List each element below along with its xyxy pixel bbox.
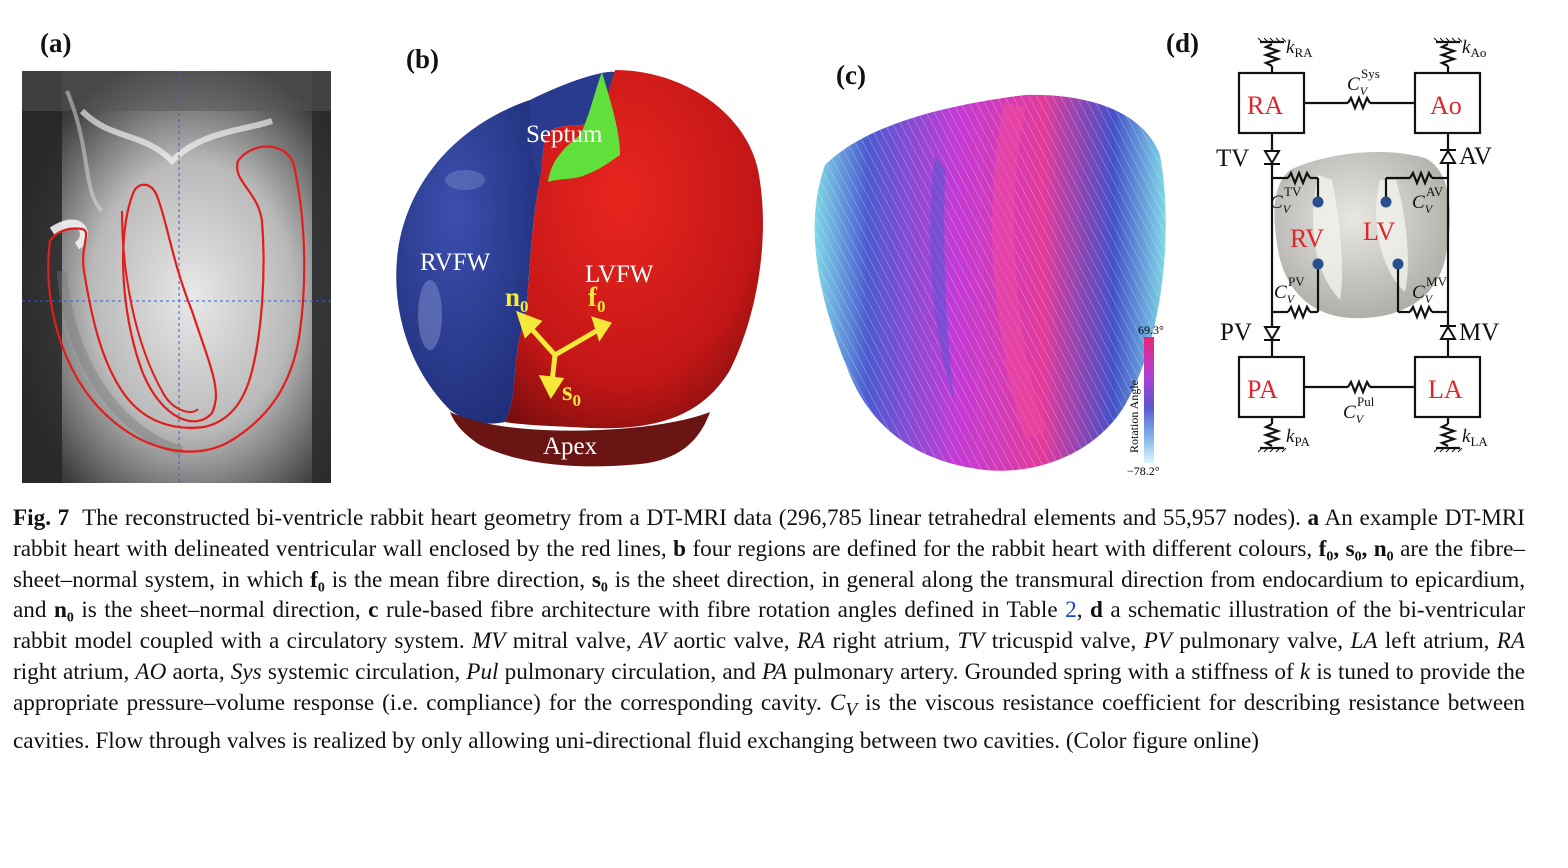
lv-top-node	[1380, 196, 1392, 208]
cv-av-label: CVAV	[1412, 184, 1444, 216]
colorbar-max-label: 69.3°	[1138, 323, 1164, 337]
fibre-architecture-panel: 69.3° −78.2° Rotation Angle	[795, 75, 1195, 485]
lv-label: LV	[1363, 217, 1395, 246]
tv-label: TV	[1216, 145, 1249, 172]
rvfw-label: RVFW	[420, 249, 491, 276]
colorbar-title: Rotation Angle	[1127, 380, 1141, 453]
septum-contour	[121, 210, 199, 413]
k-la-label: kLA	[1462, 426, 1488, 449]
cv-mv-label: CVMV	[1412, 274, 1448, 306]
lvfw-label: LVFW	[585, 261, 654, 288]
septum-region	[548, 72, 620, 182]
ventricle-inner-contour	[121, 183, 218, 423]
ra-label: RA	[1247, 91, 1283, 120]
k-ra-label: kRA	[1286, 37, 1313, 60]
tv-valve	[1263, 150, 1281, 165]
mv-valve	[1439, 325, 1457, 340]
rvfw-region	[396, 100, 542, 424]
k-pa-label: kPA	[1286, 426, 1310, 449]
colorbar-min-label: −78.2°	[1127, 464, 1160, 478]
cv-pv-label: CVPV	[1274, 274, 1305, 306]
cv-tv-label: CVTV	[1270, 184, 1302, 216]
rv-bottom-node	[1312, 258, 1324, 270]
panel-label-b: (b)	[406, 44, 439, 74]
panel-label-a: (a)	[40, 28, 72, 58]
s0-label: s0	[562, 376, 581, 410]
rv-top-node	[1312, 196, 1324, 208]
cv-pul-label: CVPul	[1343, 394, 1375, 426]
mri-image	[22, 71, 331, 483]
circulatory-schematic: RA Ao PA LA RV LV TV AV PV MV kRA kAo kP…	[1216, 37, 1499, 453]
pa-label: PA	[1247, 375, 1278, 404]
mv-label: MV	[1459, 319, 1499, 346]
rv-label: RV	[1290, 224, 1324, 253]
mri-image-panel	[22, 71, 331, 483]
la-label: LA	[1428, 375, 1463, 404]
lv-bottom-node	[1392, 258, 1404, 270]
caption-fig-number: Fig. 7	[13, 505, 70, 531]
ventricle-outer-contour	[47, 145, 306, 453]
k-ao-label: kAo	[1462, 37, 1486, 60]
rotation-angle-colorbar	[1144, 337, 1154, 463]
fibre-sheet-normal-arrows	[516, 310, 612, 400]
circulatory-schematic-panel: RA Ao PA LA RV LV TV AV PV MV kRA kAo kP…	[1200, 30, 1540, 470]
pv-label: PV	[1220, 319, 1252, 346]
table-2-link[interactable]: 2	[1065, 597, 1077, 624]
n0-label: n0	[505, 282, 529, 316]
heart-regions-figure: Septum RVFW LVFW Apex n0 f0 s0	[396, 70, 763, 467]
septum-label: Septum	[526, 121, 603, 148]
panel-label-c: (c)	[836, 60, 866, 90]
apex-label: Apex	[543, 433, 598, 460]
cv-sys-label: CVSys	[1347, 66, 1380, 98]
heart-regions-panel: Septum RVFW LVFW Apex n0 f0 s0	[380, 60, 780, 480]
av-label: AV	[1459, 143, 1492, 170]
ao-label: Ao	[1430, 91, 1462, 120]
fibre-architecture-figure: 69.3° −78.2° Rotation Angle	[814, 94, 1166, 478]
pv-valve	[1263, 326, 1281, 341]
av-valve	[1439, 149, 1457, 164]
f0-label: f0	[588, 282, 606, 316]
figure-caption: Fig. 7 The reconstructed bi-ventricle ra…	[13, 505, 1526, 755]
apex-region	[450, 412, 710, 467]
panel-label-d: (d)	[1166, 28, 1199, 58]
